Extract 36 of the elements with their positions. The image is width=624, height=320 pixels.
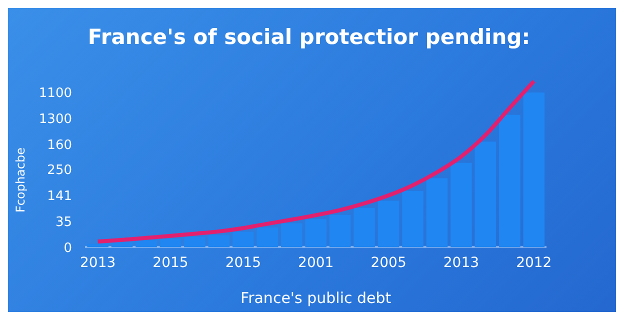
x-tick-label: 2012 — [516, 255, 552, 272]
text: 160 — [47, 138, 72, 153]
bar — [184, 236, 206, 248]
bar — [160, 238, 182, 248]
x-axis-title: France's public debt — [240, 288, 392, 307]
bar — [136, 240, 157, 248]
bar — [354, 208, 375, 248]
x-tick-label: 2015 — [225, 255, 261, 272]
bar — [232, 232, 254, 248]
bar — [256, 227, 278, 248]
bar — [87, 244, 108, 248]
bar — [208, 235, 230, 248]
text: 0 — [64, 240, 72, 256]
text: 141 — [47, 189, 72, 204]
y-axis-title: Fcophacbe — [13, 147, 28, 213]
bar — [523, 92, 545, 248]
bar — [499, 114, 520, 248]
bar — [378, 200, 400, 248]
x-tick-label: 2005 — [370, 255, 406, 272]
bar — [329, 214, 351, 248]
bar — [111, 242, 133, 248]
bar — [474, 142, 496, 248]
x-tick-label: 2013 — [443, 255, 480, 272]
text: 250 — [47, 163, 72, 178]
text: 1100 — [38, 86, 72, 101]
chart-title: France's of social protectior pending: — [88, 25, 530, 50]
bar — [280, 223, 302, 248]
bar — [305, 219, 327, 248]
bar — [402, 190, 424, 248]
bar — [426, 178, 448, 248]
x-tick-label: 2015 — [152, 255, 188, 272]
x-tick-label: 2013 — [80, 255, 116, 272]
bar — [450, 162, 472, 248]
text: 1300 — [38, 112, 72, 127]
text: 35 — [55, 215, 72, 230]
x-tick-label: 2001 — [298, 255, 334, 272]
